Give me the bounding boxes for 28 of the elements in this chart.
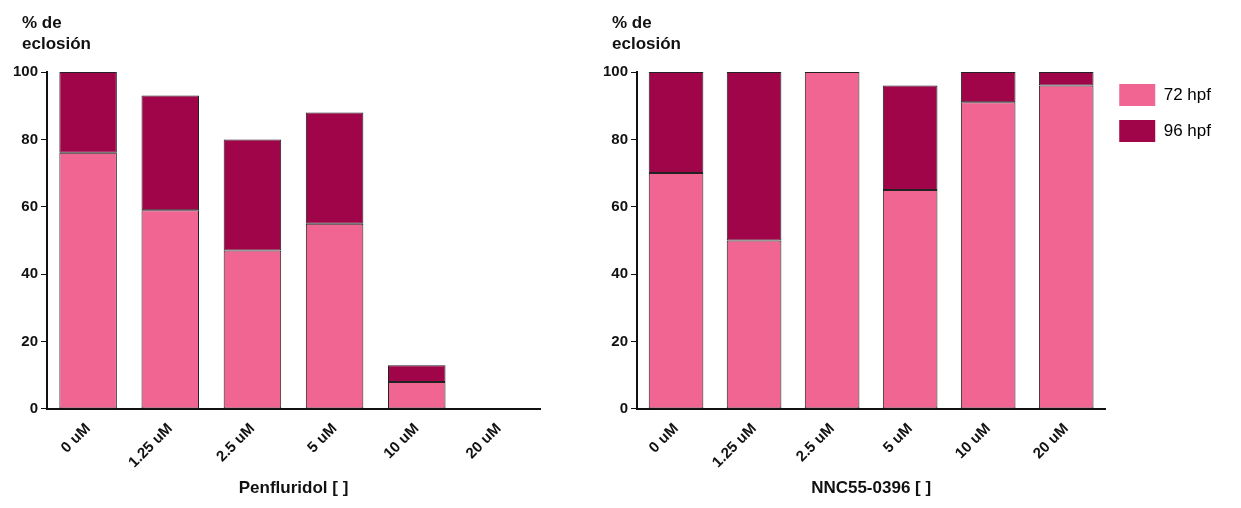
x-tick-label: 10 uM — [379, 419, 422, 462]
y-tick-label: 0 — [619, 399, 629, 417]
x-tick-label: 2.5 uM — [792, 419, 838, 465]
x-axis-title: NNC55-0396 [ ] — [811, 478, 932, 498]
x-tick-label: 0 uM — [644, 419, 682, 456]
y-axis-title: % de eclosión — [22, 12, 92, 54]
y-tick-label: 80 — [21, 129, 39, 147]
y-tick-label: 20 — [21, 331, 39, 349]
y-tick-label: 100 — [603, 62, 629, 80]
x-axis-title: Penfluridol [ ] — [238, 478, 349, 498]
legend-label: 96 hpf — [1163, 120, 1212, 140]
x-tick-label: 10 uM — [951, 419, 994, 462]
y-tick-label: 100 — [13, 62, 39, 80]
x-tick-label: 5 uM — [879, 419, 916, 456]
y-axis-title: % de eclosión — [612, 12, 682, 54]
x-tick-label: 0 uM — [56, 419, 94, 456]
y-tick-label: 80 — [611, 129, 629, 147]
legend-label: 72 hpf — [1163, 84, 1212, 104]
x-tick-label: 5 uM — [303, 419, 340, 456]
y-tick-label: 60 — [21, 196, 39, 214]
y-tick-label: 20 — [611, 331, 629, 349]
y-tick-label: 0 — [29, 399, 39, 417]
x-tick-label: 2.5 uM — [212, 419, 258, 465]
x-tick-label: 20 uM — [461, 419, 504, 462]
y-tick-label: 60 — [611, 196, 629, 214]
x-tick-label: 20 uM — [1029, 419, 1072, 462]
y-tick-label: 40 — [611, 264, 629, 282]
y-tick-label: 40 — [21, 264, 39, 282]
